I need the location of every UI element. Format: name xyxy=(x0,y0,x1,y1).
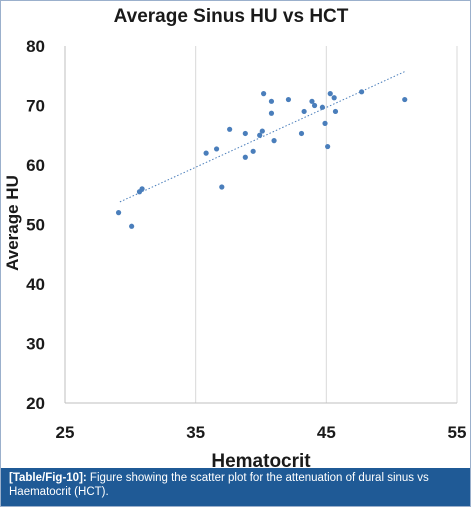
data-point-22 xyxy=(319,104,326,110)
scatter-chart: Average Sinus HU vs HCT 20 30 40 50 60 70 80 2… xyxy=(3,6,467,468)
data-points xyxy=(115,89,408,229)
y-tick-label-5: 70 xyxy=(26,97,45,116)
data-point-7 xyxy=(227,126,233,132)
data-point-17 xyxy=(285,96,292,103)
data-point-19 xyxy=(301,108,307,115)
data-point-18 xyxy=(298,130,305,137)
data-point-12 xyxy=(259,128,265,134)
data-point-23 xyxy=(322,120,328,126)
data-point-0 xyxy=(115,210,122,216)
data-point-5 xyxy=(213,146,220,152)
x-tick-label-2: 45 xyxy=(317,423,336,442)
x-tick-label-1: 35 xyxy=(186,423,205,442)
data-point-11 xyxy=(257,132,263,138)
x-axis-label: Hematocrit xyxy=(211,451,311,468)
x-tick-labels: 25 35 45 55 xyxy=(56,423,467,442)
data-point-1 xyxy=(129,223,135,229)
data-point-21 xyxy=(311,102,318,109)
x-tick-label-0: 25 xyxy=(56,423,75,442)
y-tick-label-1: 30 xyxy=(26,335,45,354)
data-point-16 xyxy=(271,138,277,144)
data-point-4 xyxy=(203,150,209,156)
caption-ref: [Table/Fig-10]: xyxy=(9,472,87,484)
data-point-6 xyxy=(219,184,225,190)
y-tick-label-2: 40 xyxy=(26,275,45,294)
gridlines xyxy=(195,46,458,403)
y-tick-label-6: 80 xyxy=(26,37,45,56)
data-point-25 xyxy=(327,91,333,97)
data-point-29 xyxy=(402,96,408,103)
caption-text: Figure showing the scatter plot for the … xyxy=(9,472,429,498)
data-point-24 xyxy=(325,143,331,150)
figure-caption: [Table/Fig-10]: Figure showing the scatt… xyxy=(1,468,470,506)
data-point-8 xyxy=(242,130,248,137)
data-point-15 xyxy=(268,110,275,116)
data-point-14 xyxy=(268,98,275,104)
data-point-10 xyxy=(250,148,256,154)
data-point-26 xyxy=(331,95,337,101)
y-tick-label-4: 60 xyxy=(26,156,45,175)
y-tick-label-0: 20 xyxy=(26,394,45,413)
data-point-27 xyxy=(332,108,339,115)
data-point-3 xyxy=(139,186,145,192)
y-tick-label-3: 50 xyxy=(26,216,45,235)
data-point-13 xyxy=(261,91,267,97)
axes xyxy=(64,46,457,404)
x-tick-label-3: 55 xyxy=(448,423,467,442)
y-tick-labels: 20 30 40 50 60 70 80 xyxy=(26,37,45,413)
data-point-20 xyxy=(309,98,315,104)
y-axis-label: Average HU xyxy=(3,175,22,271)
data-point-9 xyxy=(242,154,248,160)
chart-title: Average Sinus HU vs HCT xyxy=(114,6,349,27)
data-point-28 xyxy=(359,89,365,95)
